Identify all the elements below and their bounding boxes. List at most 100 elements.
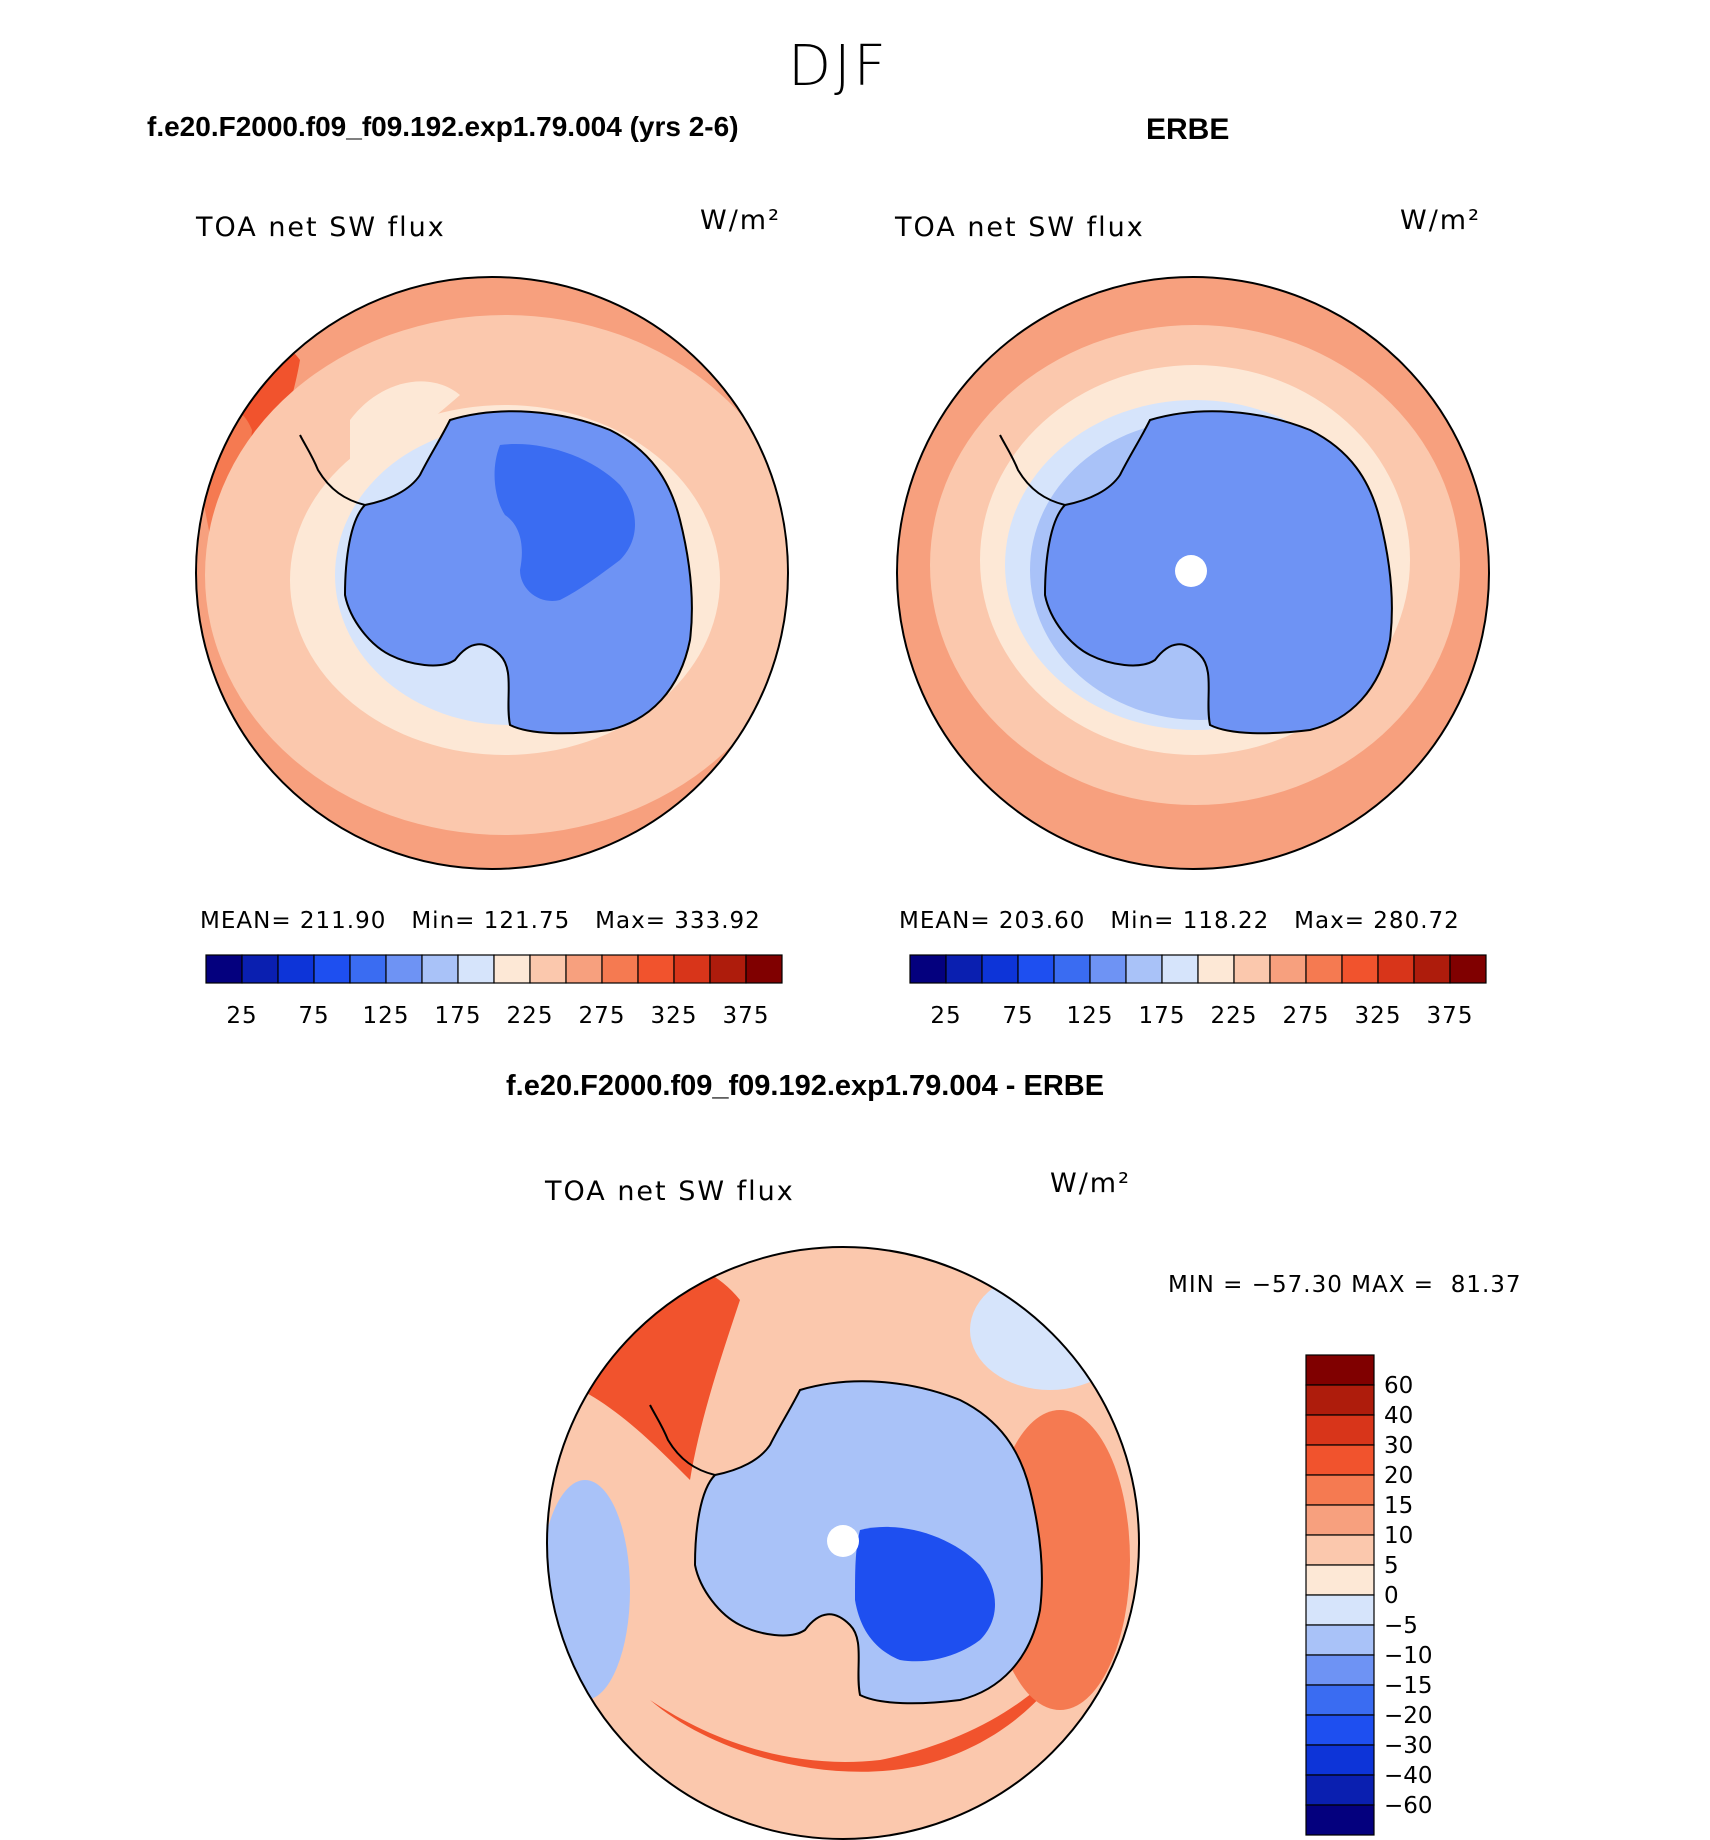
map-border (896, 276, 1490, 870)
colorbar-swatch (1305, 1504, 1375, 1536)
colorbar-swatch (1341, 954, 1379, 984)
colorbar-swatch (385, 954, 423, 984)
colorbar-swatch (1305, 1714, 1375, 1746)
coast (343, 410, 693, 735)
colorbar-tick-label: 5 (1384, 1553, 1399, 1579)
panel-2-variable: TOA net SW flux (895, 212, 1145, 243)
map-border (546, 1246, 1140, 1840)
colorbar-swatch (1305, 954, 1343, 984)
panel-3-colorbar: 60 40 30 20 15 10 5 0 −5 −10 −15 −20 −30 −40 −60 (1305, 1354, 1433, 1836)
panel-1-map (195, 276, 789, 870)
continent-fill (1045, 411, 1392, 734)
colorbar-swatch (1377, 954, 1415, 984)
colorbar-swatch (1305, 1384, 1375, 1416)
continent-core (494, 444, 635, 601)
colorbar-swatch (1305, 1744, 1375, 1776)
panel-3-title: f.e20.F2000.f09_f09.192.exp1.79.004 - ER… (506, 1070, 1105, 1102)
mean-value: 211.90 (299, 908, 387, 934)
colorbar-tick-label: −40 (1384, 1763, 1433, 1789)
panel-2-units: W/m² (1400, 205, 1481, 236)
panel-1-units: W/m² (700, 205, 781, 236)
colorbar-swatch (565, 954, 603, 984)
peninsula (299, 434, 366, 506)
colorbar-tick-label: 0 (1384, 1583, 1399, 1609)
min-value: 118.22 (1182, 908, 1270, 934)
colorbar-swatch (1197, 954, 1235, 984)
colorbar-tick-label: −5 (1384, 1613, 1418, 1639)
colorbar-tick-label: 75 (1002, 1003, 1033, 1029)
colorbar-tick-label: 375 (723, 1003, 770, 1029)
panel-3-variable: TOA net SW flux (545, 1176, 795, 1207)
min-value: 121.75 (483, 908, 571, 934)
colorbar-swatch (1305, 1444, 1375, 1476)
colorbar-swatch (945, 954, 983, 984)
panel-1-title: f.e20.F2000.f09_f09.192.exp1.79.004 (yrs… (147, 111, 739, 142)
colorbar-tick-label: 25 (226, 1003, 257, 1029)
colorbar-swatch (277, 954, 315, 984)
colorbar-swatch (981, 954, 1019, 984)
colorbar-tick-label: 125 (363, 1003, 410, 1029)
peninsula (999, 434, 1066, 506)
colorbar-swatch (1305, 1474, 1375, 1506)
colorbar-swatch (1305, 1564, 1375, 1596)
colorbar-tick-label: 20 (1384, 1463, 1413, 1489)
colorbar-swatch (1233, 954, 1271, 984)
max-label: Max= (595, 908, 666, 934)
colorbar-swatch (1089, 954, 1127, 984)
colorbar-swatch (313, 954, 351, 984)
min-label: Min= (411, 908, 476, 934)
colorbar-tick-label: 375 (1427, 1003, 1474, 1029)
colorbar-swatch (1305, 1624, 1375, 1656)
colorbar-swatch (1017, 954, 1055, 984)
colorbar-tick-label: 15 (1384, 1493, 1413, 1519)
panel-2-title: ERBE (1146, 113, 1230, 146)
colorbar-tick-label: 225 (507, 1003, 554, 1029)
colorbar-swatch (349, 954, 387, 984)
colorbar-swatch (241, 954, 279, 984)
panel-2-stats: MEAN= 203.60 Min= 118.22 Max= 280.72 (899, 908, 1460, 934)
colorbar-swatch (1449, 954, 1487, 984)
colorbar-tick-label: 275 (579, 1003, 626, 1029)
min-label: Min= (1110, 908, 1175, 934)
max-label: Max= (1294, 908, 1365, 934)
colorbar-tick-label: 60 (1384, 1373, 1413, 1399)
colorbar-tick-label: 10 (1384, 1523, 1413, 1549)
colorbar-swatch (909, 954, 947, 984)
colorbar-swatch (1305, 1684, 1375, 1716)
colorbar-swatch (1269, 954, 1307, 984)
colorbar-tick-label: 325 (651, 1003, 698, 1029)
colorbar-swatch (1305, 1354, 1375, 1386)
colorbar-swatch (601, 954, 639, 984)
coast (1043, 410, 1393, 735)
colorbar-swatch (493, 954, 531, 984)
colorbar-swatch (637, 954, 675, 984)
mean-label: MEAN= (899, 908, 991, 934)
colorbar-tick-label: 175 (435, 1003, 482, 1029)
coast (693, 1380, 1043, 1705)
colorbar-tick-label: 40 (1384, 1403, 1413, 1429)
panel-3-map (546, 1246, 1140, 1840)
colorbar-tick-label: 275 (1283, 1003, 1330, 1029)
colorbar-tick-label: 225 (1211, 1003, 1258, 1029)
panel-1-colorbar: 25 75 125 175 225 275 325 375 (205, 954, 783, 1029)
colorbar-swatch (709, 954, 747, 984)
colorbar-swatch (1305, 1594, 1375, 1626)
colorbar-tick-label: 75 (298, 1003, 329, 1029)
colorbar-swatch (1161, 954, 1199, 984)
continent-cold (855, 1526, 995, 1662)
colorbar-swatch (421, 954, 459, 984)
colorbar-tick-label: 125 (1067, 1003, 1114, 1029)
panel-3-units: W/m² (1050, 1168, 1131, 1199)
mean-value: 203.60 (998, 908, 1086, 934)
west-cool (547, 1480, 630, 1700)
colorbar-swatch (673, 954, 711, 984)
colorbar-swatch (1305, 1414, 1375, 1446)
colorbar-swatch (1305, 1534, 1375, 1566)
panel-2-map (896, 276, 1490, 870)
colorbar-swatch (457, 954, 495, 984)
colorbar-swatch (1305, 1654, 1375, 1686)
panel-2-colorbar: 25 75 125 175 225 275 325 375 (909, 954, 1487, 1029)
colorbar-swatch (745, 954, 783, 984)
mean-label: MEAN= (200, 908, 292, 934)
colorbar-tick-label: 25 (930, 1003, 961, 1029)
